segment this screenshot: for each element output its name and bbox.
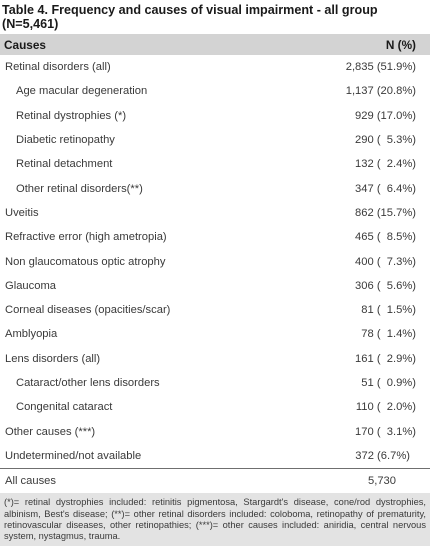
row-n-percent-value: 170 ( 3.1%) [355, 425, 416, 438]
row-n-percent-value: 81 ( 1.5%) [361, 304, 416, 317]
table-row: Uveitis 862 (15.7%) [0, 201, 430, 225]
row-n-percent-value: 347 ( 6.4%) [355, 182, 416, 195]
row-n-percent-value: 1,137 (20.8%) [345, 85, 416, 98]
table-row: Retinal detachment 132 ( 2.4%) [0, 152, 430, 176]
row-cause-label: Amblyopia [5, 328, 58, 341]
row-n-percent-value: 51 ( 0.9%) [361, 377, 416, 389]
row-n-percent-value: 2,835 (51.9%) [345, 61, 416, 74]
row-cause-label: Corneal diseases (opacities/scar) [5, 304, 171, 317]
row-cause-label: Retinal dystrophies (*) [16, 109, 127, 122]
table-row: Refractive error (high ametropia) 465 ( 8… [0, 225, 430, 249]
table-row: Other causes (***) 170 ( 3.1%) [0, 419, 430, 443]
table-footnote: (*)= retinal dystrophies included: retin… [0, 493, 430, 546]
row-cause-label: Glaucoma [5, 279, 56, 292]
table-row: Diabetic retinopathy 290 ( 5.3%) [0, 128, 430, 152]
row-n-percent-value: 5,730 [368, 475, 396, 488]
table-row: Other retinal disorders(**) 347 ( 6.4%) [0, 176, 430, 200]
table-header: Causes N (%) [0, 34, 430, 55]
table-row: Amblyopia 78 ( 1.4%) [0, 322, 430, 346]
table-row: Lens disorders (all) 161 ( 2.9%) [0, 347, 430, 371]
row-cause-label: Congenital cataract [16, 401, 113, 414]
row-n-percent-value: 465 ( 8.5%) [355, 231, 416, 244]
header-n-percent: N (%) [385, 37, 416, 52]
row-cause-label: Diabetic retinopathy [16, 134, 115, 147]
table-row: Corneal diseases (opacities/scar) 81 ( 1.… [0, 298, 430, 322]
header-causes: Causes [4, 37, 46, 52]
row-cause-label: Refractive error (high ametropia) [5, 231, 167, 244]
row-cause-label: Other retinal disorders(**) [16, 182, 143, 195]
table-row: All causes 5,730 [0, 468, 430, 493]
table-row: Non glaucomatous optic atrophy 400 ( 7.3%… [0, 249, 430, 273]
table-row: Undetermined/not available 372 (6.7%) [0, 444, 430, 468]
row-cause-label: All causes [5, 475, 56, 488]
table-row: Retinal disorders (all) 2,835 (51.9%) [0, 55, 430, 79]
row-n-percent-value: 372 (6.7%) [355, 449, 410, 462]
row-cause-label: Other causes (***) [5, 425, 96, 438]
table-row: Congenital cataract 110 ( 2.0%) [0, 395, 430, 419]
table-row: Glaucoma 306 ( 5.6%) [0, 274, 430, 298]
row-cause-label: Cataract/other lens disorders [16, 377, 160, 389]
row-n-percent-value: 306 ( 5.6%) [355, 279, 416, 292]
row-cause-label: Undetermined/not available [5, 449, 142, 462]
row-n-percent-value: 290 ( 5.3%) [355, 134, 416, 147]
row-n-percent-value: 862 (15.7%) [355, 206, 416, 219]
table-row: Retinal dystrophies (*) 929 (17.0%) [0, 104, 430, 128]
row-cause-label: Lens disorders (all) [5, 352, 101, 365]
row-n-percent-value: 929 (17.0%) [355, 109, 416, 122]
row-n-percent-value: 132 ( 2.4%) [355, 158, 416, 171]
table-title: Table 4. Frequency and causes of visual … [2, 3, 378, 31]
table-row: Cataract/other lens disorders 51 ( 0.9%) [0, 371, 430, 395]
row-n-percent-value: 400 ( 7.3%) [355, 255, 416, 268]
table-row: Age macular degeneration 1,137 (20.8%) [0, 79, 430, 103]
row-cause-label: Retinal disorders (all) [5, 61, 111, 74]
table-body: Retinal disorders (all) 2,835 (51.9%) Age … [0, 55, 430, 493]
table-page: Table 4. Frequency and causes of visual … [0, 3, 430, 546]
row-n-percent-value: 161 ( 2.9%) [355, 352, 416, 365]
row-n-percent-value: 110 ( 2.0%) [355, 401, 416, 414]
row-cause-label: Uveitis [5, 206, 39, 219]
row-cause-label: Retinal detachment [16, 158, 113, 171]
row-cause-label: Non glaucomatous optic atrophy [5, 255, 166, 268]
row-n-percent-value: 78 ( 1.4%) [361, 328, 416, 341]
row-cause-label: Age macular degeneration [16, 85, 148, 98]
